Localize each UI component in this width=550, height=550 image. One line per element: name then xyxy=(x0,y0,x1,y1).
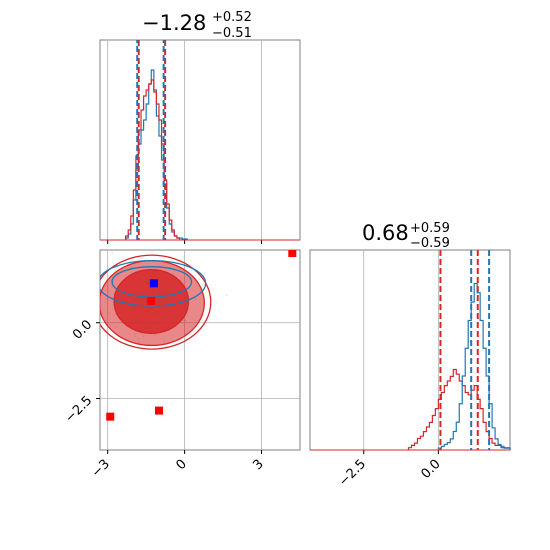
scatter2d-blue-marker xyxy=(149,279,158,288)
y-tick-label-param1: −2.5 xyxy=(62,393,95,426)
scatter2d-sample-point xyxy=(225,294,228,296)
x-tick-label-param0: 3 xyxy=(250,457,266,473)
title-param0-minus: −0.51 xyxy=(212,26,252,41)
hist0-red-series xyxy=(125,79,181,240)
x-tick-label-param1: −2.5 xyxy=(336,457,369,490)
scatter2d-sample-point xyxy=(114,269,117,271)
title-param0-plus: +0.52 xyxy=(212,10,252,25)
title-param1: 0.68 +0.59 −0.59 xyxy=(362,221,450,251)
title-param0: −1.28 +0.52 −0.51 xyxy=(142,10,252,41)
x-tick-label-param0: −3 xyxy=(89,457,113,481)
scatter2d-red-marker xyxy=(147,296,156,305)
scatter2d-red-contour xyxy=(100,254,212,350)
scatter2d-sample-point xyxy=(69,341,71,343)
x-tick-labels-param0: −3 0 3 xyxy=(89,457,267,481)
title-param1-minus: −0.59 xyxy=(410,236,450,251)
x-tick-label-param1: 0.0 xyxy=(418,457,443,482)
scatter-2d-panel xyxy=(69,246,301,454)
scatter2d-sample-point xyxy=(141,246,143,248)
hist1-blue-series xyxy=(437,282,511,450)
title-param1-plus: +0.59 xyxy=(410,221,450,236)
scatter2d-blue-contour xyxy=(100,259,207,307)
y-tick-label-param1: 0.0 xyxy=(70,317,95,342)
histogram-param1-panel xyxy=(309,249,511,454)
scatter2d-sample-point xyxy=(188,270,190,272)
x-tick-label-param0: 0 xyxy=(173,457,189,473)
scatter2d-red-marker xyxy=(106,412,115,421)
scatter2d-sample-point xyxy=(111,252,113,254)
title-param0-value: −1.28 xyxy=(142,11,206,35)
title-param1-value: 0.68 xyxy=(362,221,409,245)
scatter2d-red-marker xyxy=(154,406,163,415)
scatter2d-sample-point xyxy=(100,359,101,361)
x-tick-labels-param1: −2.5 0.0 xyxy=(336,457,444,490)
hist1-frame xyxy=(309,249,511,451)
histogram-param0-panel xyxy=(99,39,301,244)
scatter2d-sample-point xyxy=(198,278,200,280)
scatter2d-red-marker xyxy=(288,250,297,258)
hist0-frame xyxy=(99,39,301,241)
scatter2d-sample-point xyxy=(156,250,158,252)
hist1-red-series xyxy=(407,368,511,450)
scatter2d-content xyxy=(69,246,297,421)
y-tick-labels-param1: 0.0 −2.5 xyxy=(62,317,95,426)
